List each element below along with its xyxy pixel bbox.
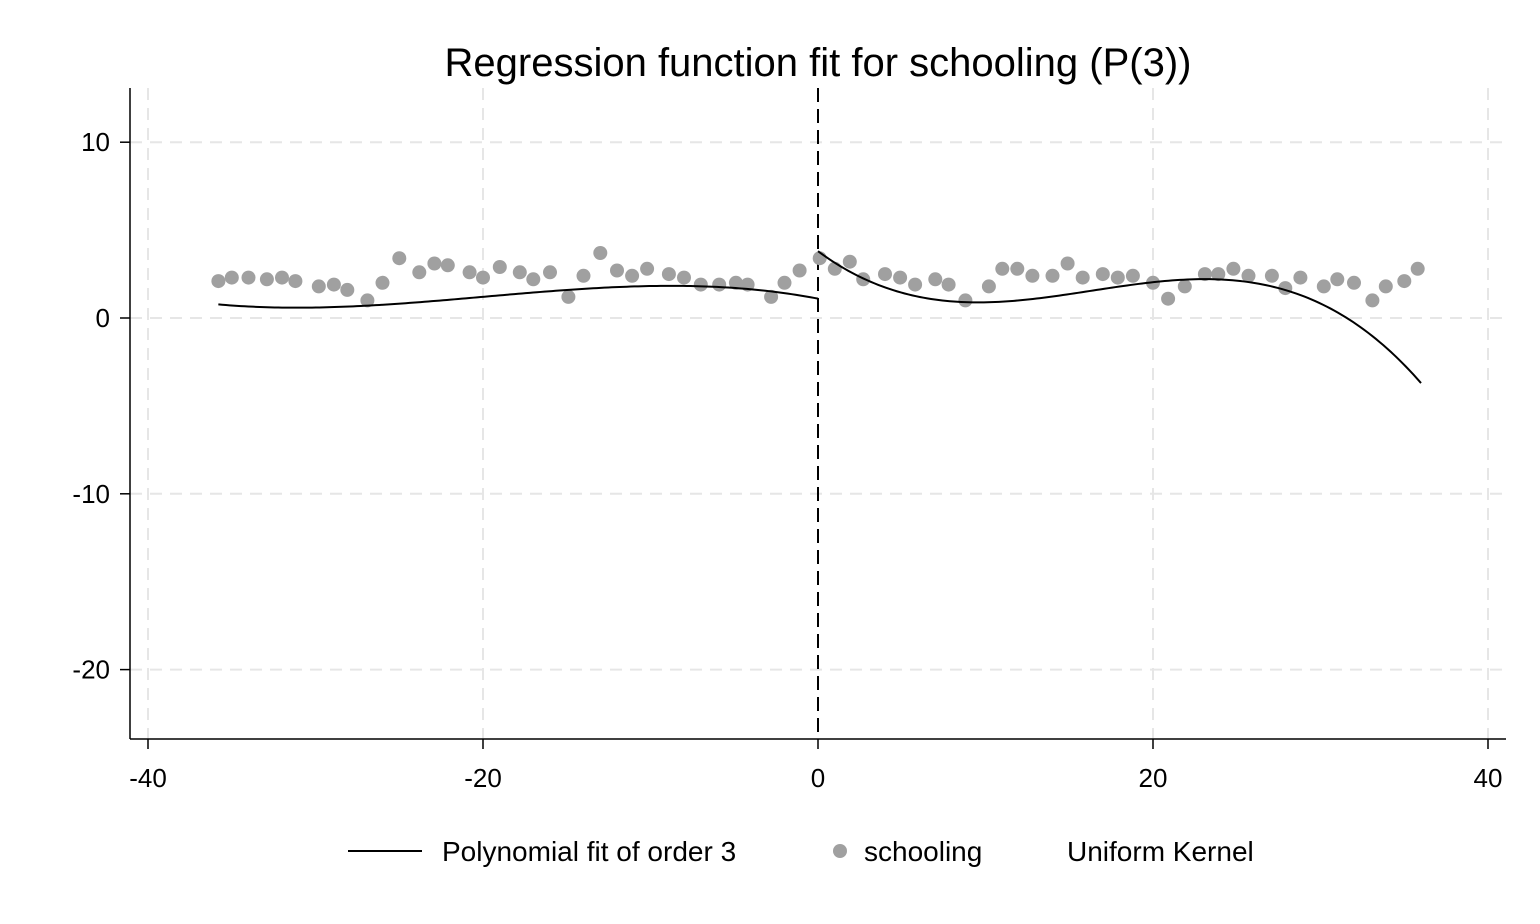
x-tick-label: -40 <box>129 763 167 793</box>
data-point <box>1110 270 1125 285</box>
data-point <box>412 265 427 280</box>
data-point <box>995 261 1010 276</box>
data-point <box>1025 268 1040 283</box>
data-point <box>241 270 256 285</box>
data-point <box>526 272 541 287</box>
legend: Polynomial fit of order 3 schooling Unif… <box>348 836 1254 867</box>
data-point <box>543 265 557 280</box>
data-point <box>211 274 226 289</box>
data-point <box>893 270 908 285</box>
data-point <box>981 279 996 294</box>
data-point <box>908 277 923 292</box>
data-point <box>392 251 407 266</box>
data-point <box>941 277 956 292</box>
legend-kernel-label: Uniform Kernel <box>1067 836 1254 867</box>
data-point <box>288 274 303 289</box>
data-point <box>1293 270 1308 285</box>
data-point <box>661 267 676 282</box>
data-point <box>1264 268 1279 283</box>
data-point <box>311 279 326 294</box>
data-point <box>1211 267 1226 282</box>
polynomial-fit-lines <box>218 250 1422 384</box>
data-point <box>1347 275 1361 290</box>
vertical-gridlines <box>147 88 1489 739</box>
data-point <box>1095 267 1110 282</box>
x-axis-ticks: -40 -20 0 20 40 <box>129 739 1502 793</box>
data-point <box>1378 279 1393 294</box>
data-point <box>1365 293 1380 308</box>
data-point <box>640 261 655 276</box>
y-tick-label: 10 <box>81 127 110 157</box>
x-tick-label: 20 <box>1139 763 1168 793</box>
data-point <box>360 293 375 308</box>
data-point <box>1161 291 1176 306</box>
data-point <box>958 293 973 308</box>
data-point <box>593 246 608 260</box>
data-point <box>561 289 576 304</box>
data-point <box>427 256 442 271</box>
data-point <box>440 258 455 273</box>
x-tick-label: -20 <box>464 763 502 793</box>
data-point <box>792 263 807 278</box>
data-point <box>1241 268 1256 283</box>
data-point <box>1125 268 1140 283</box>
legend-points-label: schooling <box>864 836 982 867</box>
data-point <box>712 277 727 292</box>
fit-curve <box>218 284 819 309</box>
data-point <box>576 268 591 283</box>
y-axis-ticks: 10 0 -10 -20 <box>72 127 130 685</box>
y-tick-label: -20 <box>72 655 110 685</box>
x-tick-label: 0 <box>811 763 825 793</box>
data-point <box>462 265 477 280</box>
x-tick-label: 40 <box>1474 763 1503 793</box>
data-point <box>764 289 779 304</box>
data-point <box>610 263 624 278</box>
y-tick-label: -10 <box>72 479 110 509</box>
data-point <box>878 267 892 282</box>
data-point <box>677 270 691 285</box>
data-point <box>476 270 490 285</box>
data-point <box>1075 270 1090 285</box>
data-point <box>1226 261 1241 276</box>
data-point <box>1410 261 1425 276</box>
schooling-points <box>211 246 1425 308</box>
data-point <box>224 270 239 285</box>
data-point <box>492 260 507 274</box>
data-point <box>728 275 743 290</box>
data-point <box>340 282 355 297</box>
data-point <box>1060 256 1075 271</box>
data-point <box>512 265 527 280</box>
data-point <box>842 254 857 269</box>
chart-title: Regression function fit for schooling (P… <box>445 41 1192 85</box>
data-point <box>1330 272 1345 287</box>
data-point <box>693 277 708 292</box>
data-point <box>1177 279 1192 294</box>
fit-curve <box>817 250 1422 384</box>
data-point <box>928 272 943 287</box>
data-point <box>1397 274 1412 289</box>
data-point <box>1316 279 1331 294</box>
legend-fit-label: Polynomial fit of order 3 <box>442 836 736 867</box>
data-point <box>1045 268 1060 283</box>
legend-points-swatch <box>833 844 847 858</box>
data-point <box>777 275 792 290</box>
data-point <box>625 268 640 283</box>
data-point <box>1010 261 1025 276</box>
data-point <box>375 275 390 290</box>
data-point <box>275 270 289 285</box>
data-point <box>259 272 274 287</box>
y-tick-label: 0 <box>96 303 110 333</box>
data-point <box>326 277 341 292</box>
data-point <box>1197 267 1212 282</box>
